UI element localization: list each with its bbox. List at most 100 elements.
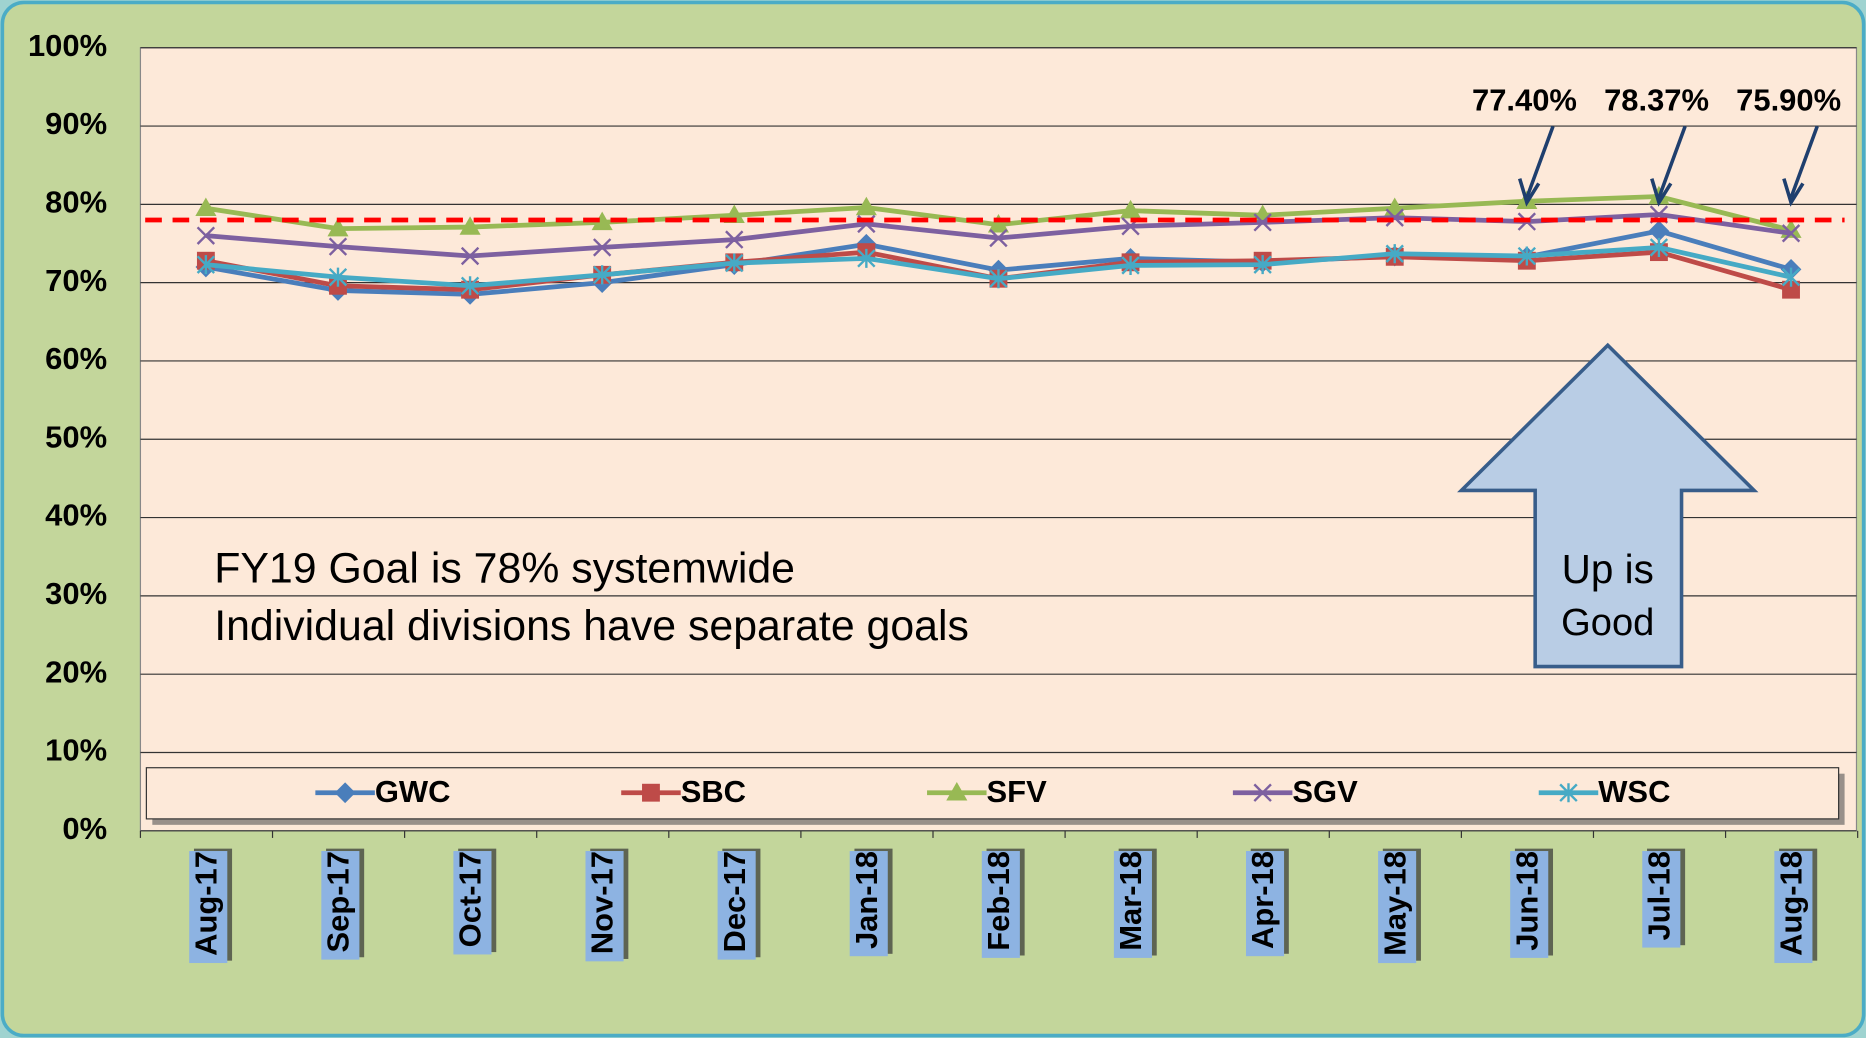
- x-tick-label-bg: [717, 851, 756, 960]
- y-tick-label: 40%: [45, 498, 107, 533]
- marker: [725, 230, 744, 249]
- x-tick-label-bg: [849, 851, 888, 957]
- x-tick-label: Nov-17: [585, 851, 620, 954]
- y-tick-label: 20%: [45, 654, 107, 689]
- x-tick-label-group: Apr-18: [1245, 848, 1289, 957]
- y-tick-label: 10%: [45, 733, 107, 768]
- marker: [1517, 246, 1537, 266]
- x-tick-label: Feb-18: [981, 851, 1016, 951]
- marker: [334, 782, 356, 804]
- x-tick-label-group: Jul-18: [1641, 848, 1686, 948]
- marker: [857, 248, 876, 268]
- y-tick-label: 100%: [28, 28, 107, 63]
- x-tick-label: Dec-17: [717, 851, 752, 952]
- annotation-arrowhead: [1650, 178, 1673, 207]
- annotation-arrowhead: [1782, 178, 1805, 207]
- marker: [327, 217, 349, 237]
- annotation: 75.90%: [1736, 83, 1841, 118]
- x-tick-label-group: Aug-17: [188, 848, 233, 964]
- annotation-arrow: [1657, 125, 1687, 199]
- marker: [642, 783, 660, 802]
- marker: [459, 216, 481, 235]
- y-tick-label: 50%: [45, 419, 107, 454]
- up-arrow: [1457, 342, 1759, 669]
- x-tick-label-bg: [585, 851, 624, 962]
- marker: [855, 196, 877, 216]
- marker: [592, 238, 612, 257]
- marker: [460, 276, 480, 296]
- x-tick-label-group: May-18: [1377, 848, 1421, 964]
- marker: [592, 265, 612, 285]
- y-tick-label: 70%: [45, 263, 107, 298]
- x-tick-label-bg: [1510, 851, 1549, 958]
- marker: [987, 213, 1009, 233]
- marker: [328, 267, 348, 287]
- x-tick-label: Aug-17: [188, 851, 223, 956]
- y-tick-label: 30%: [45, 576, 107, 611]
- y-tick-label: 0%: [62, 811, 107, 846]
- x-tick-label-group: Dec-17: [717, 848, 761, 960]
- x-tick-label-group: Mar-18: [1113, 848, 1157, 958]
- x-tick-label-group: Feb-18: [981, 848, 1025, 958]
- note: FY19 Goal is 78% systemwide: [214, 545, 795, 593]
- marker: [195, 197, 217, 217]
- marker: [946, 781, 968, 801]
- x-tick-label-bg: [1378, 851, 1417, 964]
- note: Individual divisions have separate goals: [214, 602, 969, 650]
- y-tick-label: 60%: [45, 341, 107, 376]
- x-tick-label-group: Nov-17: [585, 848, 629, 962]
- x-tick-label-group: Aug-18: [1774, 848, 1818, 964]
- x-tick-label-bg: [981, 851, 1020, 958]
- x-tick-label: Mar-18: [1113, 851, 1148, 951]
- annotation: 78.37%: [1604, 83, 1709, 118]
- legend-label: SBC: [681, 774, 746, 809]
- x-tick-label-bg: [453, 851, 492, 955]
- marker: [196, 226, 216, 245]
- marker: [989, 228, 1008, 248]
- marker: [1253, 213, 1272, 232]
- marker: [1781, 224, 1801, 243]
- arrow-text: Up is: [1562, 546, 1654, 592]
- x-tick-label: Jan-18: [849, 851, 884, 949]
- x-tick-label: Oct-17: [453, 851, 488, 947]
- annotation-arrow: [1525, 125, 1555, 199]
- annotation: 77.40%: [1472, 83, 1577, 118]
- x-tick-label: Apr-18: [1245, 851, 1280, 949]
- marker: [1253, 783, 1272, 802]
- marker: [1385, 208, 1404, 227]
- marker: [1121, 255, 1140, 275]
- x-tick-label-bg: [1642, 851, 1681, 948]
- x-tick-label-group: Oct-17: [453, 848, 497, 955]
- x-tick-label: Jul-18: [1641, 851, 1676, 940]
- marker: [989, 269, 1008, 289]
- x-tick-label-group: Sep-17: [321, 848, 365, 960]
- x-tick-label-group: Jan-18: [849, 848, 893, 957]
- marker: [1781, 267, 1801, 287]
- marker: [460, 246, 480, 266]
- marker: [328, 237, 348, 256]
- marker: [1559, 783, 1578, 803]
- marker: [1253, 255, 1272, 275]
- x-tick-label: May-18: [1377, 851, 1412, 956]
- x-tick-label-bg: [189, 851, 228, 964]
- annotation-arrowhead: [1517, 178, 1541, 207]
- x-tick-label-bg: [1245, 851, 1285, 957]
- y-tick-label: 90%: [45, 106, 107, 141]
- annotation-arrow: [1789, 125, 1819, 199]
- x-tick-label-bg: [321, 851, 360, 960]
- x-tick-label-group: Jun-18: [1509, 848, 1554, 958]
- legend-label: SFV: [987, 774, 1048, 809]
- legend-label: WSC: [1598, 774, 1670, 809]
- marker: [196, 255, 216, 275]
- arrow-text: Good: [1561, 602, 1654, 644]
- x-tick-label: Aug-18: [1774, 851, 1809, 956]
- marker: [1649, 237, 1669, 257]
- legend-label: SGV: [1292, 774, 1358, 809]
- x-tick-label: Jun-18: [1509, 851, 1544, 951]
- legend-label: GWC: [375, 774, 451, 809]
- x-tick-label-bg: [1774, 851, 1813, 964]
- x-tick-label: Sep-17: [321, 851, 356, 952]
- marker: [1385, 244, 1404, 264]
